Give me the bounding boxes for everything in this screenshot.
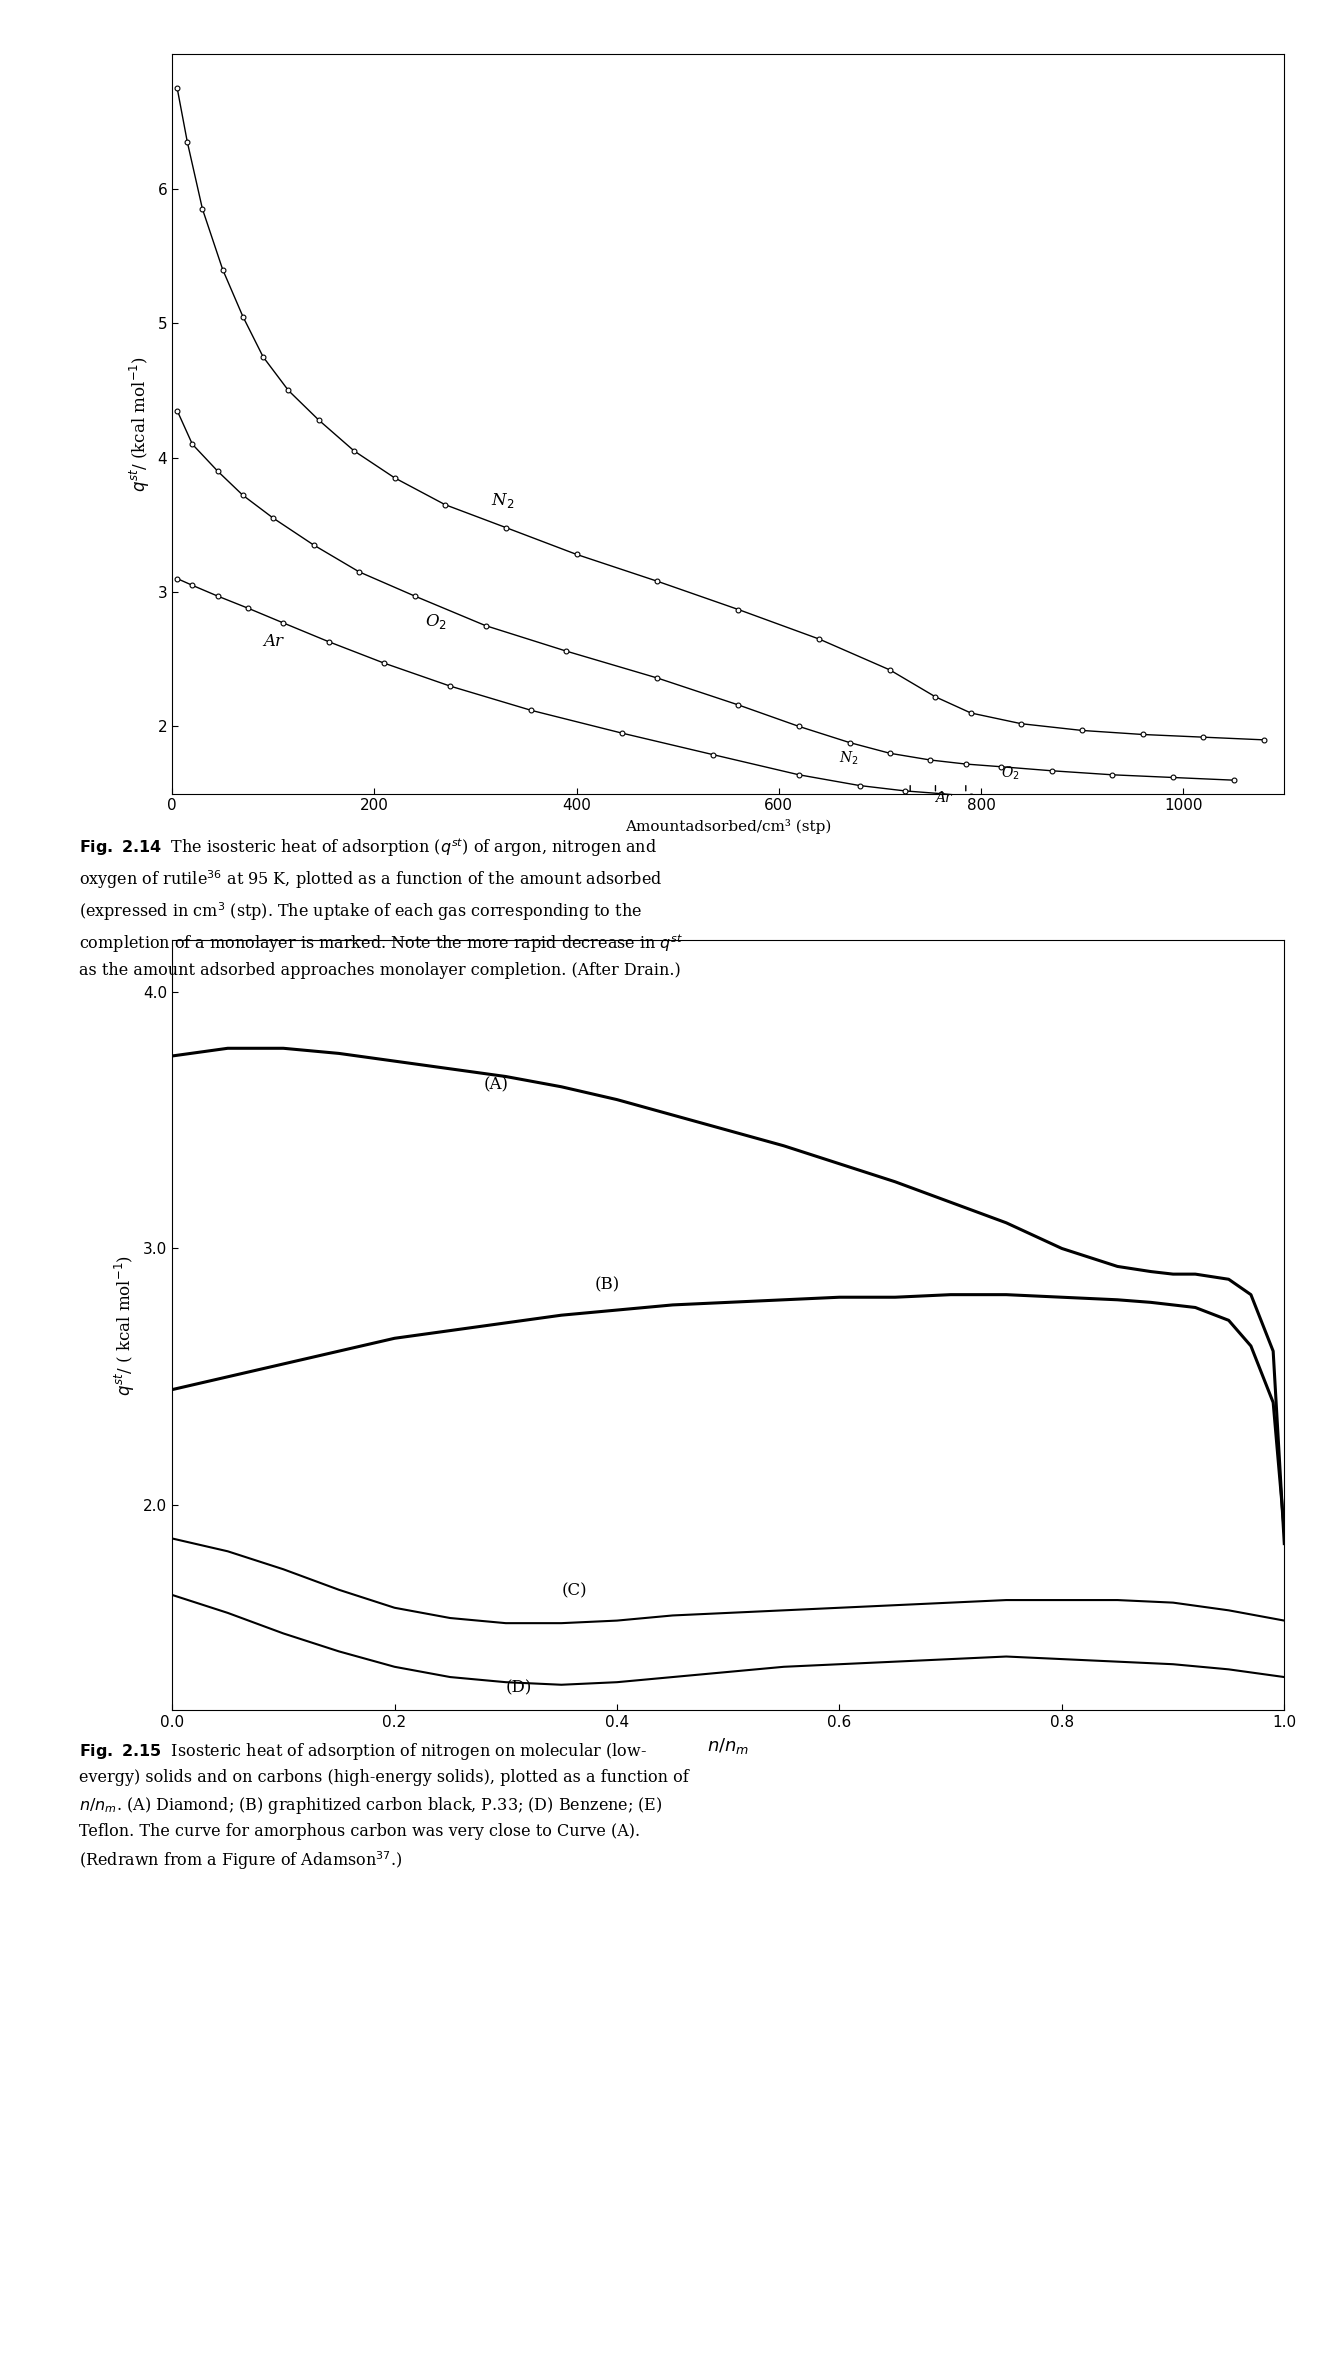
Y-axis label: $q^{st}$/ (kcal mol$^{-1}$): $q^{st}$/ (kcal mol$^{-1}$) [128,355,152,493]
Y-axis label: $q^{st}$/ ( kcal mol$^{-1}$): $q^{st}$/ ( kcal mol$^{-1}$) [114,1256,138,1395]
Text: N$_2$: N$_2$ [839,749,859,768]
Text: (A): (A) [483,1076,508,1094]
Text: (D): (D) [506,1680,532,1696]
X-axis label: $n/n_m$: $n/n_m$ [707,1736,749,1755]
Text: Ar: Ar [263,633,283,649]
Text: $\bf{Fig.\ 2.15}$  Isosteric heat of adsorption of nitrogen on molecular (low-
e: $\bf{Fig.\ 2.15}$ Isosteric heat of adso… [79,1741,690,1872]
Text: O$_2$: O$_2$ [1001,765,1019,782]
Text: (C): (C) [561,1582,587,1599]
Text: O$_2$: O$_2$ [425,611,448,630]
Text: (B): (B) [594,1277,620,1293]
X-axis label: Amountadsorbed/cm³ (stp): Amountadsorbed/cm³ (stp) [625,820,831,834]
Text: Ar: Ar [936,791,952,805]
Text: $\bf{Fig.\ 2.14}$  The isosteric heat of adsorption ($q^{st}$) of argon, nitroge: $\bf{Fig.\ 2.14}$ The isosteric heat of … [79,836,683,978]
Text: N$_2$: N$_2$ [491,490,514,509]
